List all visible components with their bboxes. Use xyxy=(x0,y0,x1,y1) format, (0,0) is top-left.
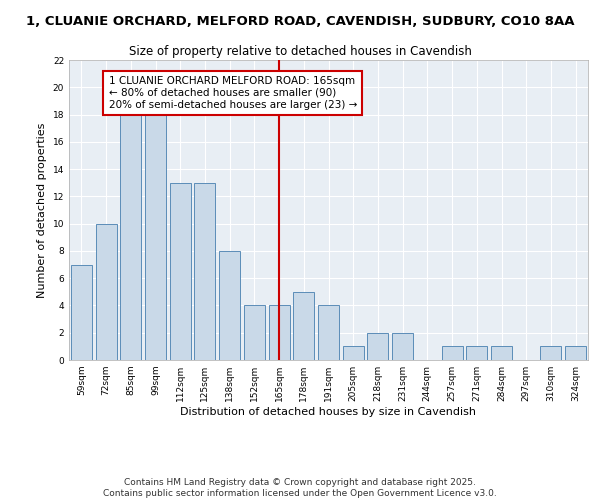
Y-axis label: Number of detached properties: Number of detached properties xyxy=(37,122,47,298)
Text: 1 CLUANIE ORCHARD MELFORD ROAD: 165sqm
← 80% of detached houses are smaller (90): 1 CLUANIE ORCHARD MELFORD ROAD: 165sqm ←… xyxy=(109,76,357,110)
Bar xyxy=(491,346,512,360)
Bar xyxy=(318,306,339,360)
Bar xyxy=(565,346,586,360)
X-axis label: Distribution of detached houses by size in Cavendish: Distribution of detached houses by size … xyxy=(181,407,476,417)
Bar xyxy=(194,182,215,360)
Bar xyxy=(145,114,166,360)
Text: Contains HM Land Registry data © Crown copyright and database right 2025.
Contai: Contains HM Land Registry data © Crown c… xyxy=(103,478,497,498)
Bar xyxy=(293,292,314,360)
Bar xyxy=(269,306,290,360)
Bar xyxy=(219,251,240,360)
Bar xyxy=(343,346,364,360)
Bar xyxy=(392,332,413,360)
Bar xyxy=(71,264,92,360)
Bar xyxy=(244,306,265,360)
Text: 1, CLUANIE ORCHARD, MELFORD ROAD, CAVENDISH, SUDBURY, CO10 8AA: 1, CLUANIE ORCHARD, MELFORD ROAD, CAVEND… xyxy=(26,15,574,28)
Bar xyxy=(367,332,388,360)
Bar xyxy=(541,346,562,360)
Bar xyxy=(442,346,463,360)
Text: Size of property relative to detached houses in Cavendish: Size of property relative to detached ho… xyxy=(128,45,472,58)
Bar xyxy=(170,182,191,360)
Bar xyxy=(120,114,141,360)
Bar xyxy=(95,224,116,360)
Bar xyxy=(466,346,487,360)
